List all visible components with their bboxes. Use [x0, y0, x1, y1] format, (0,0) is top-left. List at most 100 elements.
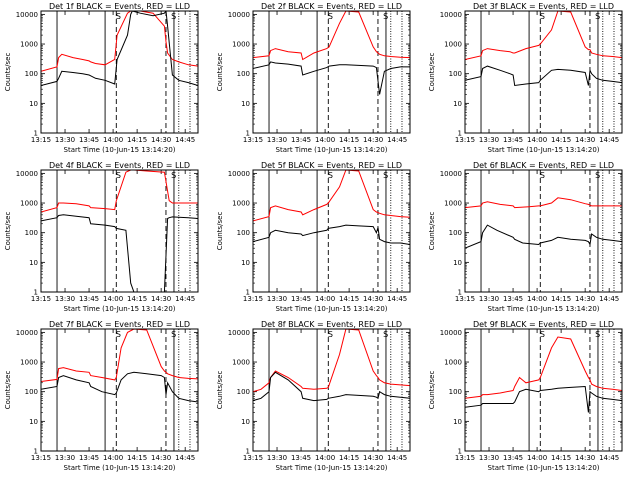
plot-frame [40, 169, 199, 293]
panel-title: Det 3f BLACK = Events, RED = LLD [473, 2, 614, 11]
lld-series-line [465, 336, 622, 399]
panel-title: Det 1f BLACK = Events, RED = LLD [49, 2, 190, 11]
events-series-line [41, 11, 198, 86]
x-tick-label: 14:00 [103, 136, 123, 144]
x-axis-label: Start Time (10-Jun-15 13:14:20) [276, 146, 388, 154]
x-axis-label: Start Time (10-Jun-15 13:14:20) [64, 305, 176, 313]
y-tick-label: 1 [246, 289, 250, 297]
x-tick-label: 13:15 [243, 136, 263, 144]
x-tick-label: 13:15 [31, 136, 51, 144]
lld-series-line [41, 11, 198, 72]
x-axis-label: Start Time (10-Jun-15 13:14:20) [276, 305, 388, 313]
y-tick-label: 100 [237, 388, 250, 396]
lld-series-line [253, 170, 410, 222]
panel-title: Det 6f BLACK = Events, RED = LLD [473, 161, 614, 170]
x-tick-label: 13:30 [55, 454, 75, 462]
y-tick-label: 1000 [232, 359, 250, 367]
x-tick-label: 14:15 [551, 136, 571, 144]
saa-marker: S [171, 12, 176, 21]
events-series-line [253, 371, 410, 402]
x-axis-label: Start Time (10-Jun-15 13:14:20) [488, 146, 600, 154]
events-series-line [465, 224, 622, 249]
saa-marker: S [595, 330, 600, 339]
x-tick-label: 13:15 [455, 454, 475, 462]
plot-frame [40, 328, 199, 452]
lld-series-line [465, 197, 622, 209]
plot-frame [464, 328, 623, 452]
x-tick-label: 14:15 [339, 136, 359, 144]
x-tick-label: 13:15 [243, 454, 263, 462]
x-axis-label: Start Time (10-Jun-15 13:14:20) [488, 464, 600, 472]
y-tick-label: 100 [449, 388, 462, 396]
saa-marker: S [595, 171, 600, 180]
y-tick-label: 100 [25, 70, 38, 78]
y-tick-label: 1000 [232, 200, 250, 208]
y-tick-label: 1 [34, 130, 38, 138]
y-tick-label: 1 [34, 289, 38, 297]
y-tick-label: 100 [449, 229, 462, 237]
panel-title: Det 4f BLACK = Events, RED = LLD [49, 161, 190, 170]
panel-title: Det 5f BLACK = Events, RED = LLD [261, 161, 402, 170]
y-tick-label: 1000 [444, 359, 462, 367]
x-tick-label: 13:30 [479, 454, 499, 462]
x-tick-label: 13:15 [31, 295, 51, 303]
y-tick-label: 1 [246, 448, 250, 456]
saa-marker: S [595, 12, 600, 21]
y-tick-label: 10 [453, 259, 462, 267]
x-axis-label: Start Time (10-Jun-15 13:14:20) [488, 305, 600, 313]
saa-marker: S [540, 12, 545, 21]
x-tick-label: 14:30 [575, 136, 595, 144]
x-tick-label: 13:30 [55, 136, 75, 144]
lld-series-line [41, 329, 198, 382]
x-tick-label: 14:45 [387, 454, 407, 462]
x-tick-label: 14:00 [103, 295, 123, 303]
x-tick-label: 14:15 [127, 295, 147, 303]
x-tick-label: 13:45 [291, 454, 311, 462]
saa-marker: S [540, 171, 545, 180]
y-tick-label: 1000 [20, 200, 38, 208]
events-series-line [465, 385, 622, 413]
y-tick-label: 1 [34, 448, 38, 456]
x-tick-label: 14:00 [315, 136, 335, 144]
x-tick-label: 14:15 [127, 454, 147, 462]
x-axis-label: Start Time (10-Jun-15 13:14:20) [276, 464, 388, 472]
x-tick-label: 14:00 [103, 454, 123, 462]
y-tick-label: 1 [458, 289, 462, 297]
events-series-line [253, 224, 410, 245]
y-tick-label: 10000 [16, 11, 38, 19]
y-tick-label: 10000 [440, 329, 462, 337]
y-tick-label: 1000 [20, 359, 38, 367]
x-tick-label: 14:45 [175, 295, 195, 303]
panel-title: Det 2f BLACK = Events, RED = LLD [261, 2, 402, 11]
y-tick-label: 10 [241, 259, 250, 267]
events-series-line [253, 61, 410, 95]
x-tick-label: 14:30 [575, 454, 595, 462]
y-tick-label: 1000 [444, 41, 462, 49]
x-tick-label: 14:30 [151, 136, 171, 144]
x-tick-label: 14:00 [527, 295, 547, 303]
y-tick-label: 10 [241, 100, 250, 108]
y-tick-label: 1 [246, 130, 250, 138]
lld-series-line [253, 11, 410, 61]
saa-marker: S [116, 330, 121, 339]
plot-frame [40, 10, 199, 134]
x-tick-label: 14:45 [175, 454, 195, 462]
y-tick-label: 10 [453, 418, 462, 426]
events-series-line [465, 65, 622, 87]
x-tick-label: 13:45 [79, 454, 99, 462]
y-tick-label: 10 [29, 100, 38, 108]
y-tick-label: 100 [237, 70, 250, 78]
y-tick-label: 1 [458, 130, 462, 138]
y-tick-label: 10000 [440, 170, 462, 178]
panel-6: Det 6f BLACK = Events, RED = LLD Counts/s… [428, 161, 623, 313]
x-tick-label: 13:30 [267, 295, 287, 303]
y-tick-label: 10 [29, 259, 38, 267]
saa-marker: S [383, 12, 388, 21]
x-tick-label: 13:45 [291, 295, 311, 303]
x-tick-label: 14:00 [315, 295, 335, 303]
y-axis-label: Counts/sec [428, 53, 436, 92]
y-axis-label: Counts/sec [216, 53, 224, 92]
x-tick-label: 14:45 [175, 136, 195, 144]
panel-8: Det 8f BLACK = Events, RED = LLD Counts/s… [216, 320, 411, 472]
